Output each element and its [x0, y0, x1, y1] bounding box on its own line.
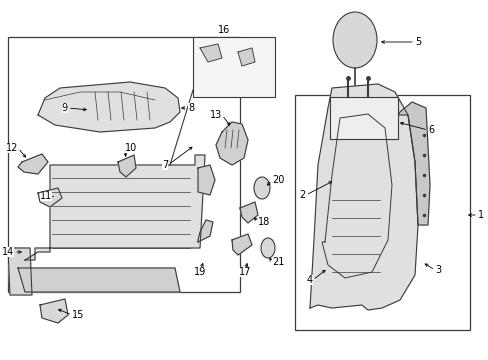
Bar — [294, 95, 469, 330]
Text: 9: 9 — [62, 103, 68, 113]
Text: 4: 4 — [306, 275, 312, 285]
Polygon shape — [238, 48, 254, 66]
Text: 21: 21 — [271, 257, 284, 267]
Text: 1: 1 — [477, 210, 483, 220]
Polygon shape — [8, 248, 32, 295]
Text: 20: 20 — [271, 175, 284, 185]
Text: 3: 3 — [434, 265, 440, 275]
Bar — [8, 37, 240, 292]
Polygon shape — [18, 154, 48, 174]
Text: 19: 19 — [193, 267, 206, 277]
Polygon shape — [38, 82, 180, 132]
Text: 6: 6 — [427, 125, 433, 135]
Polygon shape — [40, 299, 68, 323]
Ellipse shape — [253, 177, 269, 199]
Text: 14: 14 — [2, 247, 14, 257]
Polygon shape — [240, 202, 258, 223]
Ellipse shape — [261, 238, 274, 258]
Polygon shape — [25, 155, 204, 260]
Polygon shape — [198, 220, 213, 242]
Text: 16: 16 — [218, 25, 230, 35]
Text: 2: 2 — [299, 190, 305, 200]
Bar — [193, 37, 274, 97]
Text: 11: 11 — [40, 191, 52, 201]
Text: 12: 12 — [6, 143, 18, 153]
Bar — [329, 97, 397, 139]
Polygon shape — [309, 84, 417, 310]
Ellipse shape — [332, 12, 376, 68]
Text: 17: 17 — [238, 267, 251, 277]
Polygon shape — [198, 165, 215, 195]
Polygon shape — [231, 234, 251, 255]
Text: 7: 7 — [162, 160, 168, 170]
Text: 15: 15 — [72, 310, 84, 320]
Text: 8: 8 — [187, 103, 194, 113]
Polygon shape — [18, 268, 180, 292]
Polygon shape — [216, 122, 247, 165]
Polygon shape — [118, 155, 136, 177]
Text: 10: 10 — [125, 143, 137, 153]
Text: 5: 5 — [414, 37, 420, 47]
Polygon shape — [397, 102, 429, 225]
Text: 18: 18 — [258, 217, 270, 227]
Text: 13: 13 — [209, 110, 222, 120]
Polygon shape — [200, 44, 222, 62]
Polygon shape — [38, 188, 62, 207]
